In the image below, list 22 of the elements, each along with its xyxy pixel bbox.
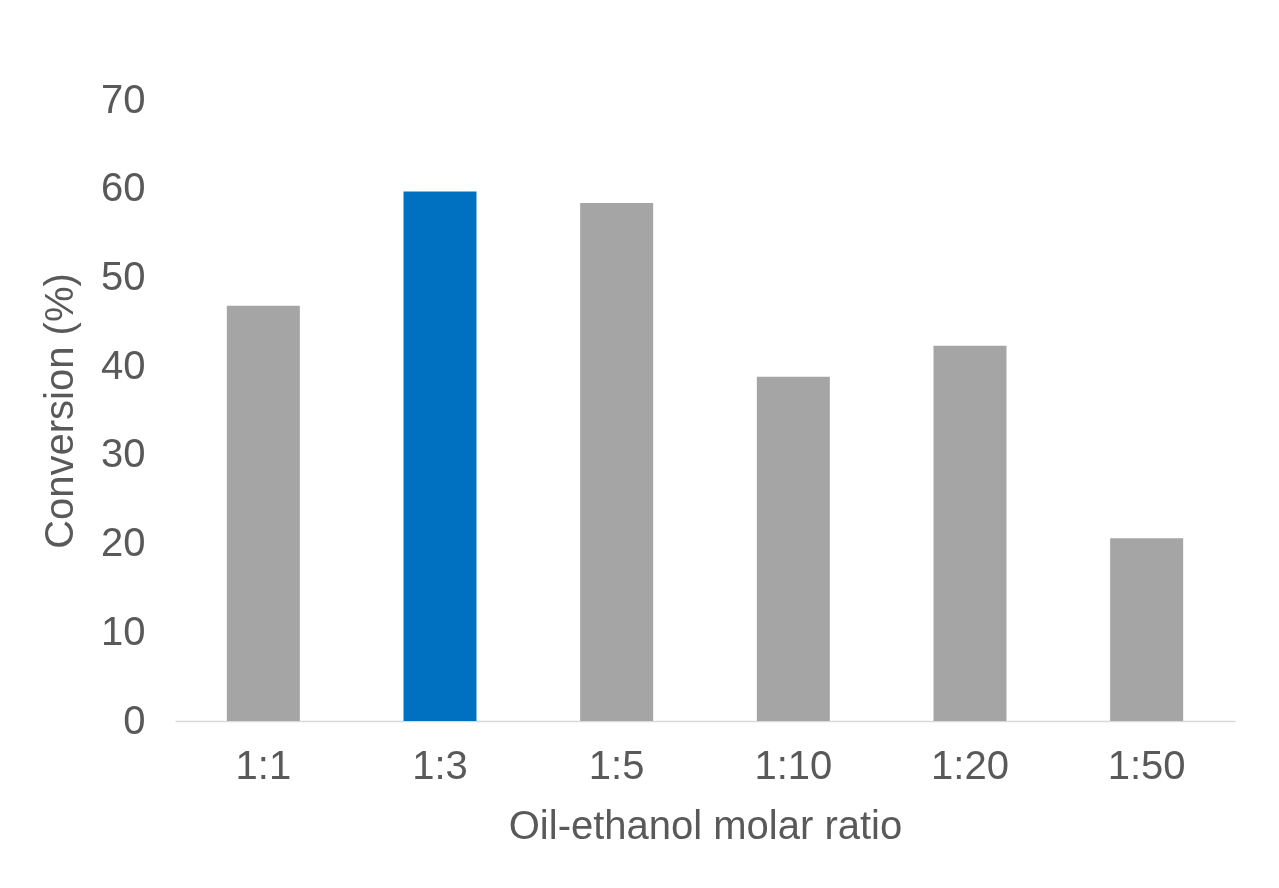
y-tick-label: 0 [123, 697, 146, 742]
y-tick-label: 10 [101, 608, 146, 653]
y-tick-label: 30 [101, 431, 146, 476]
x-tick-label: 1:5 [588, 742, 645, 787]
bar [580, 202, 654, 721]
y-tick-label: 60 [101, 165, 146, 210]
x-tick-label: 1:1 [235, 742, 292, 787]
x-tick-label: 1:50 [1107, 742, 1186, 787]
x-axis-title: Oil-ethanol molar ratio [508, 802, 903, 847]
x-tick-label: 1:3 [412, 742, 468, 787]
y-tick-label: 40 [101, 342, 146, 387]
y-tick-label: 50 [101, 253, 146, 298]
bar [1110, 538, 1184, 721]
bar [403, 191, 477, 721]
y-tick-label: 20 [101, 520, 146, 565]
y-axis-title: Conversion (%) [37, 273, 82, 549]
y-tick-label: 70 [101, 76, 146, 121]
bar [756, 376, 830, 721]
x-tick-label: 1:10 [754, 742, 833, 787]
x-tick-label: 1:20 [931, 742, 1009, 787]
bar [226, 305, 300, 721]
bar [933, 345, 1007, 721]
